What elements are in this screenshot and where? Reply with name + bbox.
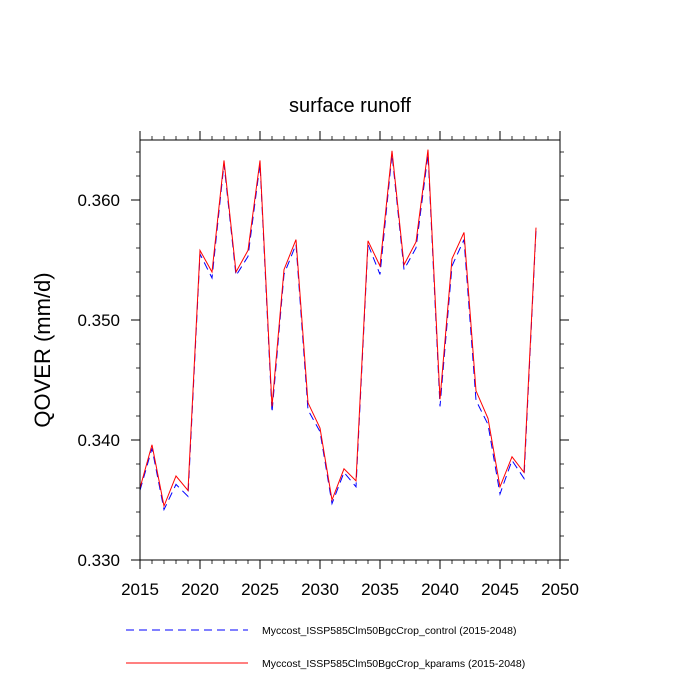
x-tick-label: 2040 — [421, 580, 459, 599]
y-tick-label: 0.340 — [77, 431, 120, 450]
x-tick-label: 2050 — [541, 580, 579, 599]
legend: Myccost_ISSP585Clm50BgcCrop_control (201… — [126, 625, 525, 670]
chart-title: surface runoff — [289, 95, 411, 117]
axes: 2015 2020 2025 2030 2035 2040 2045 2050 0.330 0.3… — [77, 131, 579, 599]
y-axis-label: QOVER (mm/d) — [30, 272, 55, 427]
x-tick-label: 2015 — [121, 580, 159, 599]
series-line-1 — [139, 154, 537, 512]
x-tick-label: 2035 — [361, 580, 399, 599]
series-line-2 — [139, 149, 537, 508]
legend-label-2: Myccost_ISSP585Clm50BgcCrop_kparams (201… — [262, 658, 525, 670]
plot-frame — [139, 139, 561, 561]
legend-label-1: Myccost_ISSP585Clm50BgcCrop_control (201… — [262, 625, 516, 637]
x-tick-label: 2025 — [241, 580, 279, 599]
y-tick-label: 0.350 — [77, 311, 120, 330]
y-tick-label: 0.360 — [77, 191, 120, 210]
y-tick-label: 0.330 — [77, 551, 120, 570]
x-tick-label: 2020 — [181, 580, 219, 599]
x-tick-label: 2045 — [481, 580, 519, 599]
x-tick-label: 2030 — [301, 580, 339, 599]
plot-area — [139, 149, 537, 512]
